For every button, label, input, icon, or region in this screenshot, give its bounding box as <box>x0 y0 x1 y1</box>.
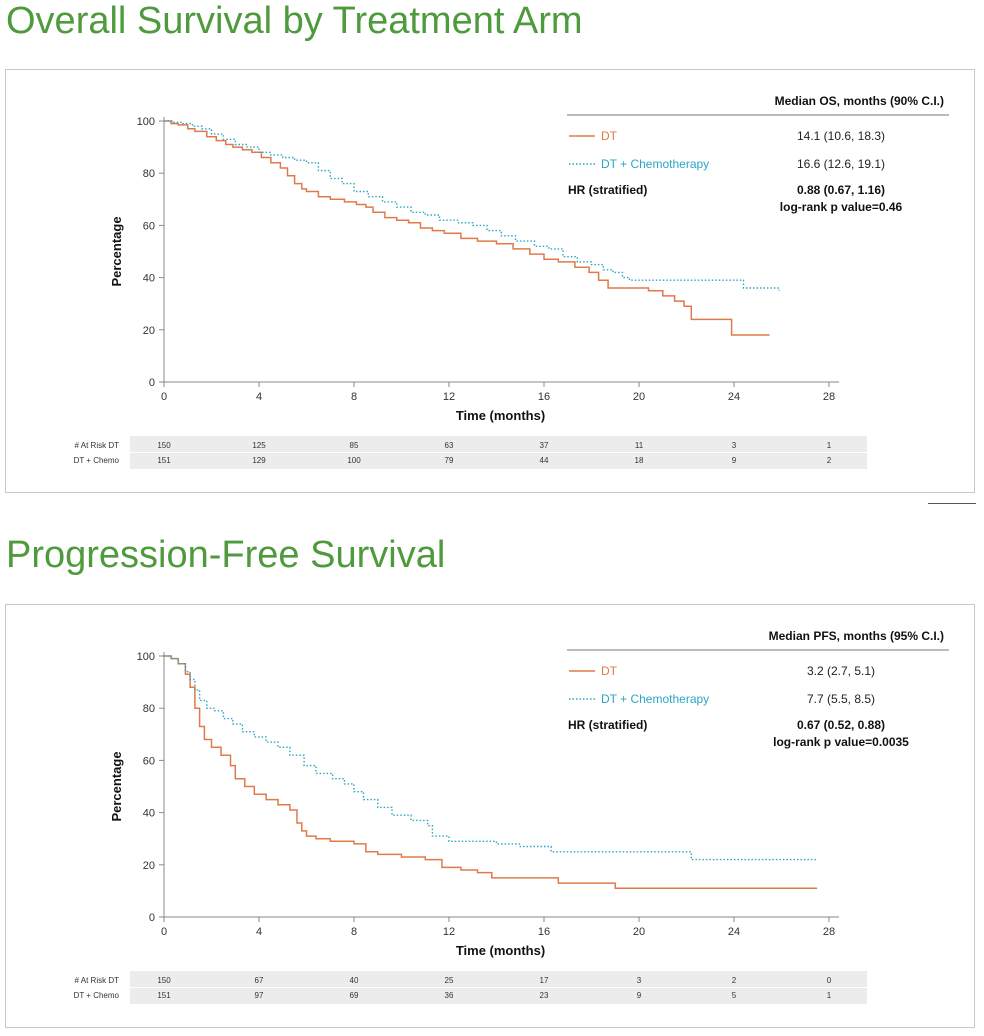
stats-header: Median PFS, months (95% C.I.) <box>769 629 944 643</box>
x-tick-label: 24 <box>728 926 740 938</box>
risk-count: 9 <box>637 991 642 1000</box>
risk-count: 2 <box>827 456 832 465</box>
risk-count: 3 <box>637 976 642 985</box>
risk-count: 150 <box>157 441 171 450</box>
x-tick-label: 24 <box>728 391 740 403</box>
x-tick-label: 8 <box>351 391 357 403</box>
p-value: log-rank p value=0.46 <box>780 200 903 214</box>
y-tick-label: 100 <box>137 116 155 128</box>
x-tick-label: 28 <box>823 926 835 938</box>
median-value: 7.7 (5.5, 8.5) <box>807 692 875 706</box>
y-tick-label: 40 <box>143 808 155 820</box>
risk-count: 69 <box>350 991 359 1000</box>
divider <box>928 503 976 504</box>
risk-count: 40 <box>350 976 359 985</box>
risk-count: 151 <box>157 991 171 1000</box>
y-tick-label: 20 <box>143 860 155 872</box>
y-tick-label: 0 <box>149 912 155 924</box>
risk-count: 151 <box>157 456 171 465</box>
risk-count: 0 <box>827 976 832 985</box>
risk-count: 1 <box>827 441 832 450</box>
y-tick-label: 60 <box>143 755 155 767</box>
risk-row-label: # At Risk DT <box>75 976 120 985</box>
legend-label: DT <box>601 129 618 143</box>
risk-count: 63 <box>445 441 454 450</box>
risk-count: 44 <box>540 456 549 465</box>
risk-count: 1 <box>827 991 832 1000</box>
km-curve-dt <box>164 120 770 336</box>
x-tick-label: 0 <box>161 926 167 938</box>
risk-row-label: DT + Chemo <box>74 991 120 1000</box>
legend-label: DT <box>601 664 618 678</box>
risk-count: 79 <box>445 456 454 465</box>
km-curve-dt-chemo <box>164 655 818 861</box>
x-tick-label: 12 <box>443 391 455 403</box>
y-tick-label: 40 <box>143 273 155 285</box>
risk-count: 85 <box>350 441 359 450</box>
x-tick-label: 16 <box>538 926 550 938</box>
hr-value: 0.88 (0.67, 1.16) <box>797 183 885 197</box>
x-tick-label: 20 <box>633 391 645 403</box>
y-axis-title: Percentage <box>109 751 124 821</box>
risk-count: 37 <box>540 441 549 450</box>
risk-count: 150 <box>157 976 171 985</box>
median-value: 16.6 (12.6, 19.1) <box>797 157 885 171</box>
x-tick-label: 4 <box>256 926 262 938</box>
risk-count: 3 <box>732 441 737 450</box>
y-tick-label: 20 <box>143 325 155 337</box>
y-tick-label: 60 <box>143 220 155 232</box>
p-value: log-rank p value=0.0035 <box>773 735 909 749</box>
km-curve-dt <box>164 655 818 890</box>
risk-count: 129 <box>252 456 266 465</box>
y-tick-label: 80 <box>143 168 155 180</box>
risk-count: 67 <box>255 976 264 985</box>
y-tick-label: 100 <box>137 651 155 663</box>
risk-row-label: DT + Chemo <box>74 456 120 465</box>
chart-panel-os: 0 20 40 60 80 100 0 4 8 12 16 20 24 28 Time (months) Pe… <box>5 69 975 493</box>
chart-panel-pfs: 0 20 40 60 80 100 0 4 8 12 16 20 24 28 Time (months) Pe… <box>5 604 975 1028</box>
km-curve-dt-chemo <box>164 120 780 291</box>
x-tick-label: 16 <box>538 391 550 403</box>
section-title-os: Overall Survival by Treatment Arm <box>6 0 583 42</box>
risk-count: 9 <box>732 456 737 465</box>
x-tick-label: 8 <box>351 926 357 938</box>
risk-count: 97 <box>255 991 264 1000</box>
y-tick-label: 0 <box>149 377 155 389</box>
risk-row-label: # At Risk DT <box>75 441 120 450</box>
x-tick-label: 4 <box>256 391 262 403</box>
x-axis-title: Time (months) <box>456 408 545 423</box>
x-tick-label: 12 <box>443 926 455 938</box>
risk-count: 100 <box>347 456 361 465</box>
x-tick-label: 0 <box>161 391 167 403</box>
risk-count: 36 <box>445 991 454 1000</box>
risk-count: 5 <box>732 991 737 1000</box>
risk-count: 2 <box>732 976 737 985</box>
median-value: 14.1 (10.6, 18.3) <box>797 129 885 143</box>
hr-label: HR (stratified) <box>568 718 647 732</box>
risk-count: 18 <box>635 456 644 465</box>
risk-count: 25 <box>445 976 454 985</box>
hr-label: HR (stratified) <box>568 183 647 197</box>
legend-label: DT + Chemotherapy <box>601 692 709 706</box>
x-axis-title: Time (months) <box>456 943 545 958</box>
y-tick-label: 80 <box>143 703 155 715</box>
risk-count: 23 <box>540 991 549 1000</box>
median-value: 3.2 (2.7, 5.1) <box>807 664 875 678</box>
hr-value: 0.67 (0.52, 0.88) <box>797 718 885 732</box>
legend-label: DT + Chemotherapy <box>601 157 709 171</box>
x-tick-label: 28 <box>823 391 835 403</box>
risk-count: 11 <box>635 441 644 450</box>
risk-count: 125 <box>252 441 266 450</box>
x-tick-label: 20 <box>633 926 645 938</box>
stats-header: Median OS, months (90% C.I.) <box>775 94 944 108</box>
y-axis-title: Percentage <box>109 216 124 286</box>
risk-count: 17 <box>540 976 549 985</box>
section-title-pfs: Progression-Free Survival <box>6 534 446 576</box>
